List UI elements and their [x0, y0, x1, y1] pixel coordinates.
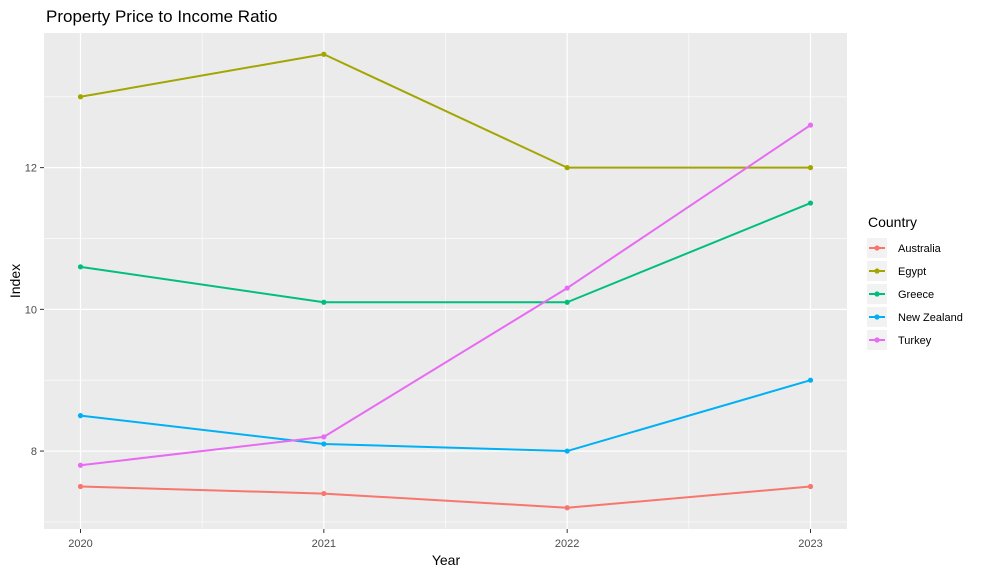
- legend: Country Australia Egypt Greece New Zealand T…: [867, 214, 963, 350]
- series-line-egypt: [80, 53, 811, 169]
- legend-item-new-zealand: New Zealand: [867, 307, 963, 327]
- x-axis-title: Year: [432, 552, 461, 568]
- legend-item-greece: Greece: [867, 284, 934, 304]
- data-point-egypt: [321, 51, 327, 57]
- legend-key-point: [874, 314, 880, 320]
- data-point-turkey: [321, 434, 327, 440]
- legend-key-point: [874, 245, 880, 251]
- data-point-greece: [564, 299, 570, 305]
- legend-label: Turkey: [898, 335, 932, 347]
- data-point-australia: [321, 490, 327, 497]
- legend-label: New Zealand: [898, 312, 963, 324]
- data-point-new-zealand: [77, 413, 84, 419]
- x-tick-label: 2021: [312, 538, 336, 550]
- x-tick-label: 2023: [798, 538, 822, 550]
- data-point-australia: [807, 483, 814, 490]
- legend-item-turkey: Turkey: [867, 330, 932, 350]
- series-line-australia: [80, 485, 811, 509]
- data-point-turkey: [807, 122, 814, 128]
- legend-items: Australia Egypt Greece New Zealand Turkey: [867, 238, 963, 350]
- legend-key-point: [874, 291, 880, 297]
- minor-gridlines: [44, 33, 847, 529]
- legend-item-australia: Australia: [867, 238, 942, 258]
- series-australia: [77, 483, 814, 511]
- y-tick-label: 12: [25, 163, 37, 175]
- series-line-new-zealand: [80, 379, 811, 453]
- data-point-egypt: [77, 94, 84, 100]
- chart-title: Property Price to Income Ratio: [46, 7, 277, 26]
- data-point-australia: [564, 505, 570, 511]
- data-point-turkey: [564, 285, 570, 291]
- data-point-egypt: [807, 165, 814, 171]
- data-point-new-zealand: [807, 377, 814, 383]
- legend-label: Australia: [898, 243, 942, 255]
- legend-label: Greece: [898, 289, 934, 301]
- data-point-australia: [77, 483, 84, 490]
- series-greece: [77, 200, 814, 305]
- data-point-egypt: [564, 165, 570, 171]
- y-tick-label: 10: [25, 304, 37, 316]
- series-new-zealand: [77, 377, 814, 454]
- x-tick-label: 2022: [555, 538, 579, 550]
- legend-label: Egypt: [898, 266, 926, 278]
- major-gridlines: [44, 33, 847, 529]
- data-point-greece: [807, 200, 814, 206]
- y-axis-ticks: 8 10 12: [25, 163, 44, 458]
- series-layer: [77, 51, 814, 511]
- series-egypt: [77, 51, 814, 171]
- y-tick-label: 8: [31, 446, 37, 458]
- legend-title: Country: [868, 214, 917, 230]
- data-point-new-zealand: [321, 441, 327, 447]
- data-point-turkey: [77, 462, 84, 468]
- legend-item-egypt: Egypt: [867, 261, 926, 281]
- y-axis-title: Index: [7, 264, 23, 298]
- x-tick-label: 2020: [68, 538, 92, 550]
- series-line-turkey: [80, 124, 812, 467]
- x-axis-ticks: 2020 2021 2022 2023: [68, 529, 823, 550]
- series-line-greece: [80, 202, 811, 304]
- legend-key-point: [874, 268, 880, 274]
- legend-key-point: [874, 337, 880, 343]
- series-turkey: [77, 122, 814, 468]
- data-point-greece: [77, 264, 84, 270]
- data-point-new-zealand: [564, 448, 570, 454]
- data-point-greece: [321, 299, 327, 305]
